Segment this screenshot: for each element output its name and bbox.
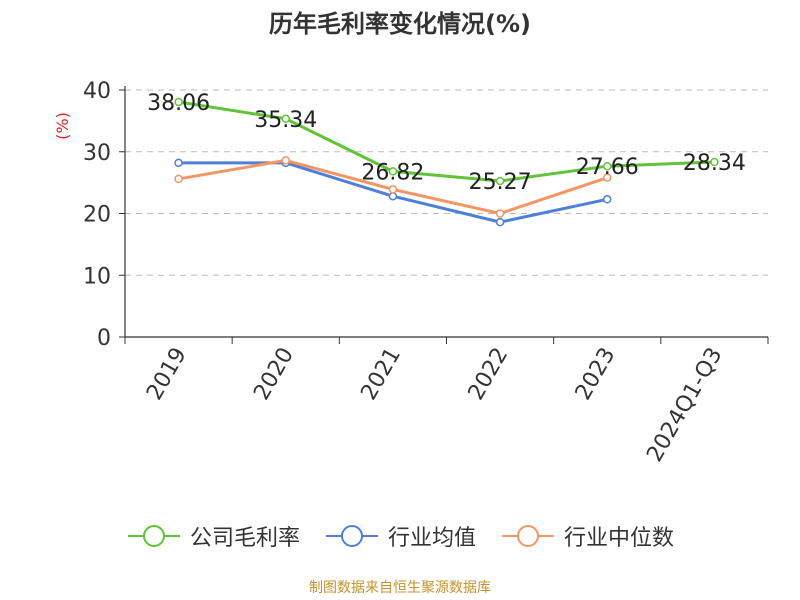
point-industry-avg-2021	[388, 191, 398, 201]
x-tick-label-2024Q1-Q3: 2024Q1-Q3	[642, 344, 727, 467]
x-tick-label-2023: 2023	[571, 344, 621, 405]
y-tick-label-20: 20	[83, 203, 111, 228]
x-tick-label-2021: 2021	[356, 344, 406, 405]
legend-item-company[interactable]: 公司毛利率	[126, 520, 300, 552]
point-industry-median-2022	[495, 209, 505, 218]
point-company-2022	[495, 176, 505, 186]
point-industry-avg-2023	[603, 195, 612, 204]
x-tick-label-2020: 2020	[249, 344, 299, 405]
legend-swatch-industry-avg	[325, 525, 378, 547]
legend-label-company: 公司毛利率	[189, 526, 300, 551]
x-tick-label-2022: 2022	[464, 344, 514, 405]
data-label-company-2024Q1-Q3: 28.34	[683, 151, 746, 176]
y-tick-label-40: 40	[83, 79, 111, 104]
y-tick-label-30: 30	[83, 141, 111, 166]
y-tick-label-10: 10	[83, 264, 111, 289]
legend-item-industry-avg[interactable]: 行业均值	[324, 520, 476, 552]
series-lines	[174, 97, 719, 227]
data-labels: 38.06 35.34 26.82 25.27 27.66 28.34	[147, 91, 746, 195]
point-industry-median-2019	[174, 174, 183, 184]
data-label-company-2022: 25.27	[469, 170, 532, 195]
legend: 公司毛利率 行业均值 行业中位数	[0, 520, 800, 552]
series-line-company	[178, 100, 715, 183]
data-source-credit: 制图数据来自恒生聚源数据库	[309, 580, 491, 596]
legend-swatch-company	[127, 525, 180, 547]
point-industry-median-2020	[281, 156, 290, 165]
data-label-company-2021: 26.82	[361, 160, 424, 185]
point-industry-median-2021	[388, 185, 398, 194]
chart-title: 历年毛利率变化情况(%)	[269, 10, 531, 38]
axes: 0 10 20 30 40 (%) 2019 2020 2021 2022 2023 2024Q1-Q…	[53, 79, 769, 467]
data-label-company-2020: 35.34	[254, 108, 317, 133]
legend-item-industry-median[interactable]: 行业中位数	[500, 520, 674, 552]
point-company-2020	[281, 114, 290, 124]
data-label-company-2019: 38.06	[147, 91, 210, 116]
legend-swatch-industry-median	[502, 525, 554, 547]
point-company-2024Q1-Q3	[710, 157, 719, 167]
grid-lines	[125, 89, 768, 276]
point-company-2019	[174, 97, 183, 107]
point-industry-median-2023	[603, 173, 612, 182]
legend-label-industry-avg: 行业均值	[387, 526, 476, 551]
y-axis-label: (%)	[53, 112, 72, 140]
point-industry-avg-2022	[495, 217, 505, 227]
y-tick-label-0: 0	[97, 326, 111, 351]
legend-label-industry-median: 行业中位数	[564, 526, 675, 551]
point-company-2023	[603, 161, 612, 171]
x-tick-label-2019: 2019	[142, 344, 192, 405]
point-industry-avg-2019	[174, 158, 183, 168]
data-label-company-2023: 27.66	[576, 155, 639, 180]
point-company-2021	[388, 167, 398, 176]
